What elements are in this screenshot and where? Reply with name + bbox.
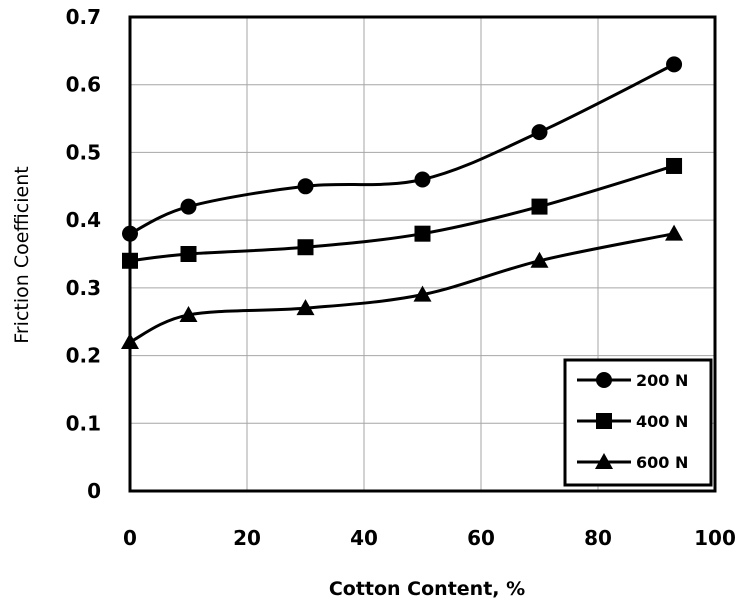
data-point-circle — [122, 225, 138, 242]
y-axis-ticks: 0 0.1 0.2 0.3 0.4 0.5 0.6 0.7 — [66, 5, 101, 503]
legend-marker-square — [596, 413, 612, 429]
x-axis-ticks: 0 20 40 60 80 100 — [123, 526, 736, 550]
series-0 — [122, 56, 683, 242]
x-tick-label: 40 — [350, 526, 378, 550]
data-point-circle — [531, 124, 548, 141]
x-tick-label: 20 — [233, 526, 261, 550]
y-tick-label: 0.3 — [66, 276, 101, 300]
legend-item: 200 N — [577, 371, 688, 390]
data-point-square — [297, 239, 314, 256]
y-tick-label: 0.1 — [66, 411, 101, 435]
legend-marker-triangle — [595, 453, 613, 469]
y-tick-label: 0.5 — [66, 140, 101, 164]
data-point-triangle — [413, 285, 432, 302]
legend-label: 400 N — [636, 412, 688, 431]
data-point-square — [414, 225, 431, 242]
y-tick-label: 0 — [87, 479, 101, 503]
legend-item: 400 N — [577, 412, 688, 431]
series-layer — [121, 56, 684, 350]
legend: 200 N 400 N 600 N — [563, 358, 713, 487]
legend-label: 600 N — [636, 453, 688, 472]
series-line — [129, 164, 675, 263]
data-point-square — [122, 252, 138, 269]
x-tick-label: 0 — [123, 526, 137, 550]
series-1 — [122, 157, 683, 269]
x-tick-label: 100 — [694, 526, 736, 550]
data-point-circle — [297, 178, 314, 195]
data-point-triangle — [296, 299, 315, 316]
y-tick-label: 0.7 — [66, 5, 101, 29]
data-point-triangle — [121, 333, 139, 350]
y-tick-label: 0.2 — [66, 344, 101, 368]
y-tick-label: 0.4 — [66, 208, 101, 232]
data-point-circle — [180, 198, 197, 215]
legend-label: 200 N — [636, 371, 688, 390]
series-line — [129, 63, 675, 236]
legend-item: 600 N — [577, 453, 688, 472]
legend-marker-circle — [596, 372, 612, 388]
y-axis-title: Friction Coefficient — [11, 166, 33, 343]
data-point-triangle — [665, 224, 684, 241]
data-point-square — [666, 157, 683, 174]
x-tick-label: 60 — [467, 526, 495, 550]
x-axis-title: Cotton Content, % — [329, 578, 525, 600]
data-point-square — [531, 198, 548, 215]
data-point-triangle — [530, 251, 549, 268]
y-tick-label: 0.6 — [66, 73, 101, 97]
data-point-triangle — [179, 305, 198, 322]
series-2 — [121, 224, 684, 350]
data-point-circle — [414, 171, 431, 188]
data-point-square — [180, 246, 197, 262]
x-tick-label: 80 — [584, 526, 612, 550]
data-point-circle — [666, 56, 683, 73]
